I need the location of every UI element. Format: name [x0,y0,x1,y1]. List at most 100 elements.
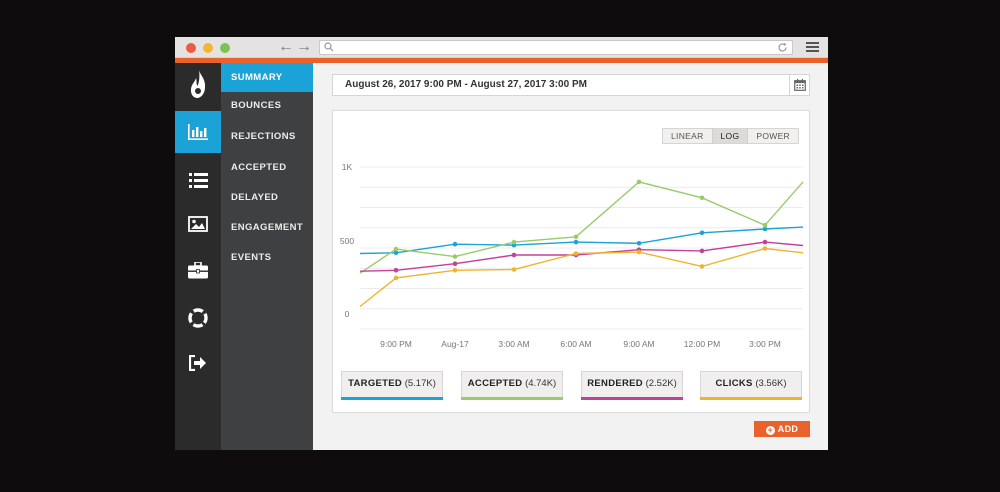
nav-item-delayed[interactable]: DELAYED [231,192,279,203]
address-bar[interactable] [319,40,793,55]
add-button[interactable]: + ADD [754,421,810,437]
rail-logout[interactable] [175,342,221,384]
app-window: ← → [175,37,828,450]
scale-linear-button[interactable]: LINEAR [671,131,704,141]
nav-item-summary[interactable]: SUMMARY [221,63,313,92]
legend-label: TARGETED [348,378,403,389]
legend-rendered-button[interactable]: RENDERED (2.52K) [581,371,683,400]
icon-sidebar [175,63,221,450]
legend-count: (4.74K) [525,378,557,389]
data-point[interactable] [393,250,399,256]
data-point[interactable] [573,251,579,256]
add-button-label: ADD [777,424,799,434]
data-point[interactable] [393,268,399,273]
x-tick-label: Aug-17 [441,339,469,349]
x-tick-label: 6:00 AM [560,339,591,349]
data-point[interactable] [762,246,768,251]
minimize-window-button[interactable] [203,43,213,53]
nav-item-accepted[interactable]: ACCEPTED [231,162,287,173]
legend-color-bar [700,397,802,400]
rail-images[interactable] [175,203,221,245]
data-point[interactable] [573,234,579,240]
plus-circle-icon: + [765,425,775,435]
data-point[interactable] [699,230,705,236]
legend-color-bar [461,397,563,400]
nav-item-events[interactable]: EVENTS [231,252,272,263]
search-icon [324,42,334,52]
data-point[interactable] [511,239,517,245]
y-tick-label: 0 [345,309,350,319]
y-tick-label: 1K [342,162,353,172]
y-tick-label: 500 [340,236,354,246]
data-point[interactable] [699,195,705,201]
x-tick-label: 9:00 PM [380,339,412,349]
date-range-field[interactable]: August 26, 2017 9:00 PM - August 27, 201… [332,74,810,96]
flame-logo-icon[interactable] [175,63,221,105]
forward-arrow-icon[interactable]: → [296,38,312,55]
data-point[interactable] [452,268,458,273]
legend-label: ACCEPTED [467,378,523,389]
lifebuoy-icon [188,308,208,328]
list-icon [188,172,208,188]
x-tick-label: 12:00 PM [684,339,720,349]
rail-support[interactable] [175,297,221,339]
chart-card: 1K 500 0 9:00 PM Aug-17 3:00 AM 6:00 AM 9:00 AM… [332,110,810,413]
nav-item-bounces[interactable]: BOUNCES [231,100,282,111]
data-point[interactable] [699,248,705,254]
data-point[interactable] [636,179,642,185]
accent-bar [175,58,828,63]
logout-icon [189,355,206,371]
chart-legend: TARGETED (5.17K) ACCEPTED (4.74K) RENDER… [341,371,803,401]
reload-icon[interactable] [777,42,788,53]
back-arrow-icon[interactable]: ← [278,38,294,55]
series-line-clicks [359,247,804,308]
data-point[interactable] [393,275,399,281]
data-point[interactable] [762,239,768,245]
bar-chart-icon [188,124,208,140]
data-point[interactable] [393,246,399,252]
data-point[interactable] [452,261,458,266]
data-point[interactable] [511,267,517,272]
legend-clicks-button[interactable]: CLICKS (3.56K) [700,371,802,400]
nav-panel: SUMMARY BOUNCES REJECTIONS ACCEPTED DELA… [221,63,313,450]
data-point[interactable] [762,226,768,232]
legend-color-bar [581,397,683,400]
browser-titlebar: ← → [175,37,828,58]
legend-count: (5.17K) [404,378,436,389]
x-tick-label: 9:00 AM [623,339,654,349]
nav-item-engagement[interactable]: ENGAGEMENT [231,222,304,233]
maximize-window-button[interactable] [220,43,230,53]
data-point[interactable] [636,249,642,255]
data-point[interactable] [699,264,705,269]
legend-label: RENDERED [587,378,643,389]
hamburger-menu-icon[interactable] [806,42,819,53]
line-chart: 1K 500 0 9:00 PM Aug-17 3:00 AM 6:00 AM 9:00 AM… [340,162,804,349]
legend-color-bar [341,397,443,400]
data-point[interactable] [452,254,458,259]
x-tick-label: 3:00 PM [749,339,781,349]
data-point[interactable] [452,241,458,247]
nav-item-rejections[interactable]: REJECTIONS [231,131,296,142]
legend-count: (3.56K) [755,378,787,389]
briefcase-icon [188,261,208,278]
data-point[interactable] [511,252,517,258]
legend-accepted-button[interactable]: ACCEPTED (4.74K) [461,371,563,400]
image-icon [188,216,208,232]
data-point[interactable] [636,241,642,246]
rail-list[interactable] [175,159,221,201]
x-tick-label: 3:00 AM [498,339,529,349]
legend-count: (2.52K) [645,378,677,389]
close-window-button[interactable] [186,43,196,53]
data-point[interactable] [573,239,579,245]
rail-campaigns[interactable] [175,249,221,291]
legend-targeted-button[interactable]: TARGETED (5.17K) [341,371,443,400]
series-line-targeted [359,226,804,255]
date-range-text: August 26, 2017 9:00 PM - August 27, 201… [345,79,587,90]
scale-log-button[interactable]: LOG [711,129,749,143]
calendar-button[interactable] [789,75,809,95]
data-point[interactable] [762,222,768,228]
legend-label: CLICKS [715,378,753,389]
rail-analytics[interactable] [175,111,221,153]
scale-power-button[interactable]: POWER [756,131,790,141]
main-content: August 26, 2017 9:00 PM - August 27, 201… [313,63,828,450]
